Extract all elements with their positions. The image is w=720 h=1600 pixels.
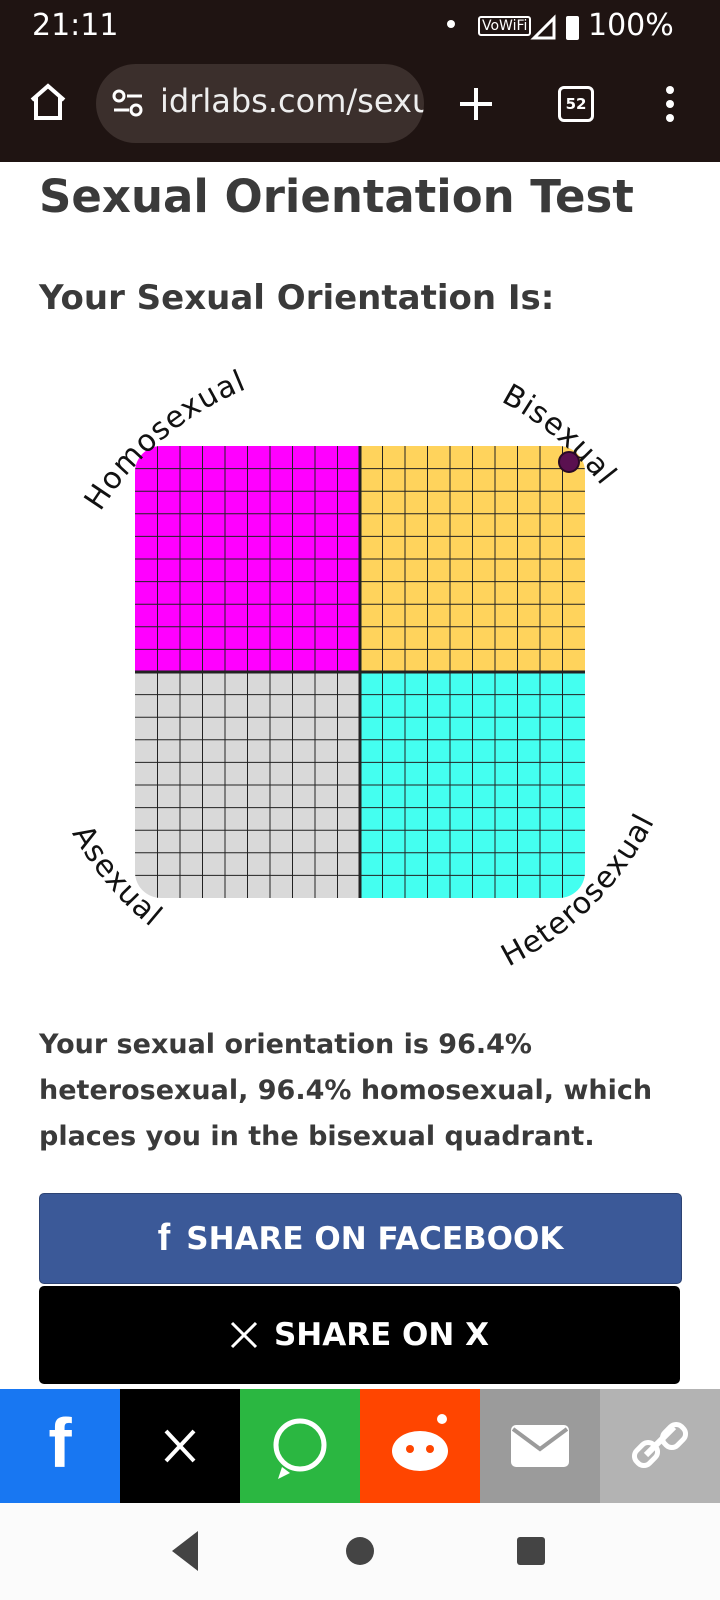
battery: 100% [588,8,674,43]
share-x[interactable] [120,1389,240,1503]
page-title: Sexual Orientation Test [39,170,634,223]
wifi-label: VoWiFi [478,16,532,36]
dot [447,20,455,28]
subtitle: Your Sexual Orientation Is: [39,278,555,318]
back-button[interactable] [172,1531,198,1571]
share-x-button[interactable]: SHARE ON X [39,1286,680,1384]
url-bar[interactable]: idrlabs.com/sexu [96,64,424,143]
nav-bar [0,1503,720,1600]
button-label: SHARE ON FACEBOOK [186,1220,564,1257]
home-nav-button[interactable] [346,1537,374,1565]
home-button[interactable] [28,82,68,122]
quadrants [135,446,585,898]
facebook-icon: f [157,1217,171,1259]
share-reddit[interactable] [360,1389,480,1503]
svg-text:f: f [48,1404,72,1482]
signal-icons [530,14,579,40]
new-tab-button[interactable] [456,84,496,124]
browser-chrome: 21:11 VoWiFi 100% idrlabs.com/sexu 52 [0,0,720,162]
recents-button[interactable] [517,1537,545,1565]
share-facebook-button[interactable]: f SHARE ON FACEBOOK [39,1193,682,1284]
site-settings-icon[interactable] [112,88,144,120]
result-text: Your sexual orientation is 96.4% heteros… [39,1029,653,1152]
clock: 21:11 [32,8,119,43]
menu-button[interactable] [660,84,680,124]
copy-link[interactable] [600,1389,720,1503]
share-facebook[interactable]: f [0,1389,120,1503]
button-label: SHARE ON X [273,1317,490,1353]
share-email[interactable] [480,1389,600,1503]
share-whatsapp[interactable] [240,1389,360,1503]
result-marker [558,451,580,473]
orientation-chart: Homosexual Bisexual Asexual Heterosexual [65,363,661,973]
tab-count[interactable]: 52 [558,86,594,122]
x-icon [230,1321,258,1349]
url: idrlabs.com/sexu [160,82,424,120]
share-bar: f [0,1389,720,1600]
